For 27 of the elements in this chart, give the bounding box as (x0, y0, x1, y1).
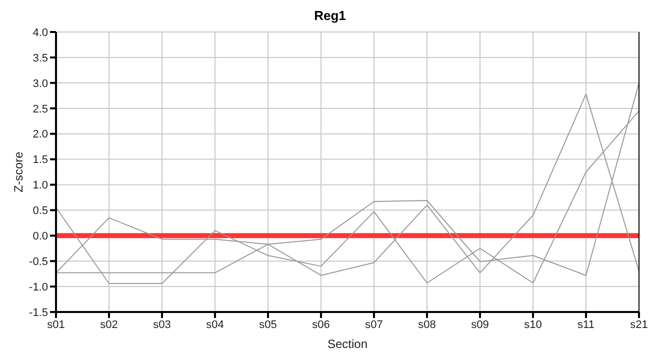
x-tick-label: s02 (100, 318, 118, 331)
y-tick-label: 2.0 (32, 128, 48, 141)
y-tick-label: 1.0 (32, 180, 48, 192)
x-tick-label: s01 (47, 318, 65, 331)
x-tick-label: s21 (630, 318, 648, 331)
y-tick-label: 0.5 (32, 205, 48, 218)
x-axis-title: Section (327, 337, 368, 351)
y-tick-label: -1.5 (29, 306, 48, 319)
y-tick-label: 2.5 (32, 103, 48, 116)
x-tick-label: s11 (578, 318, 594, 331)
chart-title: Reg1 (313, 8, 347, 25)
x-tick-label: s06 (312, 318, 330, 331)
y-tick-label: -0.5 (29, 256, 48, 268)
x-tick-label: s05 (259, 318, 277, 331)
y-tick-label: 3.0 (32, 78, 48, 90)
y-tick-label: 4.0 (32, 26, 48, 39)
y-tick-label: 1.5 (32, 154, 48, 166)
x-tick-label: s10 (524, 318, 542, 331)
x-tick-label: s09 (471, 318, 489, 331)
y-axis-title: Z-score (11, 151, 26, 192)
x-tick-label: s08 (418, 318, 436, 331)
x-tick-label: s04 (206, 318, 224, 331)
y-tick-label: 0.0 (32, 230, 48, 243)
y-tick-label: -1.0 (29, 281, 48, 294)
y-tick-label: 3.5 (32, 52, 48, 64)
x-tick-label: s07 (365, 318, 383, 331)
x-tick-label: s03 (153, 318, 171, 331)
